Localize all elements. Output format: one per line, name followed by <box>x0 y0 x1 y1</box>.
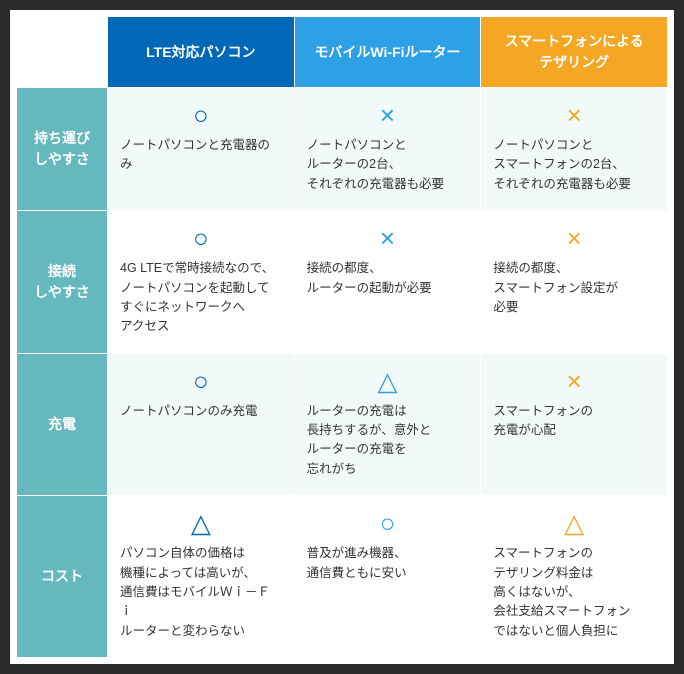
cell-description: ノートパソコンのみ充電 <box>120 402 282 421</box>
table-row: 持ち運びしやすさ ○ ノートパソコンと充電器のみ × ノートパソコンとルーターの2台、そ… <box>17 88 667 210</box>
cell-0-2: × ノートパソコンとスマートフォンの2台、それぞれの充電器も必要 <box>481 88 667 210</box>
rating-mark: ○ <box>120 102 282 128</box>
col-head-2: スマートフォンによるテザリング <box>481 17 667 87</box>
cell-description: ノートパソコンとスマートフォンの2台、それぞれの充電器も必要 <box>493 136 655 194</box>
cell-3-0: △ パソコン自体の価格は機種によっては高いが、通信費はモバイルＷｉ－Ｆｉルーターと… <box>108 496 294 657</box>
cell-description: 接続の都度、スマートフォン設定が必要 <box>493 259 655 317</box>
row-head-1: 接続しやすさ <box>17 211 107 353</box>
cell-description: ノートパソコンと充電器のみ <box>120 136 282 175</box>
cell-2-1: △ ルーターの充電は長持ちするが、意外とルーターの充電を忘れがち <box>295 354 481 496</box>
rating-mark: × <box>307 225 469 251</box>
row-head-2: 充電 <box>17 354 107 496</box>
cell-3-2: △ スマートフォンのテザリング料金は高くはないが、会社支給スマートフォンではないと… <box>481 496 667 657</box>
table-row: コスト △ パソコン自体の価格は機種によっては高いが、通信費はモバイルＷｉ－Ｆｉルー… <box>17 496 667 657</box>
row-head-3: コスト <box>17 496 107 657</box>
header-row: LTE対応パソコン モバイルWi-Fiルーター スマートフォンによるテザリング <box>17 17 667 87</box>
rating-mark: × <box>307 102 469 128</box>
rating-mark: × <box>493 102 655 128</box>
cell-2-2: × スマートフォンの充電が心配 <box>481 354 667 496</box>
comparison-table: LTE対応パソコン モバイルWi-Fiルーター スマートフォンによるテザリング … <box>16 16 668 658</box>
cell-1-2: × 接続の都度、スマートフォン設定が必要 <box>481 211 667 353</box>
cell-description: 接続の都度、ルーターの起動が必要 <box>307 259 469 298</box>
cell-description: スマートフォンのテザリング料金は高くはないが、会社支給スマートフォンではないと個… <box>493 544 655 641</box>
row-head-0: 持ち運びしやすさ <box>17 88 107 210</box>
cell-description: スマートフォンの充電が心配 <box>493 402 655 441</box>
cell-description: パソコン自体の価格は機種によっては高いが、通信費はモバイルＷｉ－Ｆｉルーターと変… <box>120 544 282 641</box>
corner-cell <box>17 17 107 87</box>
cell-description: 普及が進み機器、通信費ともに安い <box>307 544 469 583</box>
cell-description: 4G LTEで常時接続なので、ノートパソコンを起動してすぐにネットワークへアクセ… <box>120 259 282 337</box>
cell-0-0: ○ ノートパソコンと充電器のみ <box>108 88 294 210</box>
cell-0-1: × ノートパソコンとルーターの2台、それぞれの充電器も必要 <box>295 88 481 210</box>
col-head-1: モバイルWi-Fiルーター <box>295 17 481 87</box>
cell-3-1: ○ 普及が進み機器、通信費ともに安い <box>295 496 481 657</box>
rating-mark: △ <box>307 368 469 394</box>
table-body: 持ち運びしやすさ ○ ノートパソコンと充電器のみ × ノートパソコンとルーターの2台、そ… <box>17 88 667 657</box>
rating-mark: △ <box>493 510 655 536</box>
rating-mark: △ <box>120 510 282 536</box>
cell-1-0: ○ 4G LTEで常時接続なので、ノートパソコンを起動してすぐにネットワークへアク… <box>108 211 294 353</box>
cell-1-1: × 接続の都度、ルーターの起動が必要 <box>295 211 481 353</box>
cell-2-0: ○ ノートパソコンのみ充電 <box>108 354 294 496</box>
table-row: 接続しやすさ ○ 4G LTEで常時接続なので、ノートパソコンを起動してすぐにネット… <box>17 211 667 353</box>
rating-mark: ○ <box>120 225 282 251</box>
comparison-table-container: LTE対応パソコン モバイルWi-Fiルーター スマートフォンによるテザリング … <box>10 10 674 664</box>
rating-mark: × <box>493 368 655 394</box>
col-head-0: LTE対応パソコン <box>108 17 294 87</box>
rating-mark: ○ <box>307 510 469 536</box>
table-row: 充電 ○ ノートパソコンのみ充電 △ ルーターの充電は長持ちするが、意外とルーターの充電… <box>17 354 667 496</box>
cell-description: ルーターの充電は長持ちするが、意外とルーターの充電を忘れがち <box>307 402 469 480</box>
cell-description: ノートパソコンとルーターの2台、それぞれの充電器も必要 <box>307 136 469 194</box>
rating-mark: × <box>493 225 655 251</box>
rating-mark: ○ <box>120 368 282 394</box>
